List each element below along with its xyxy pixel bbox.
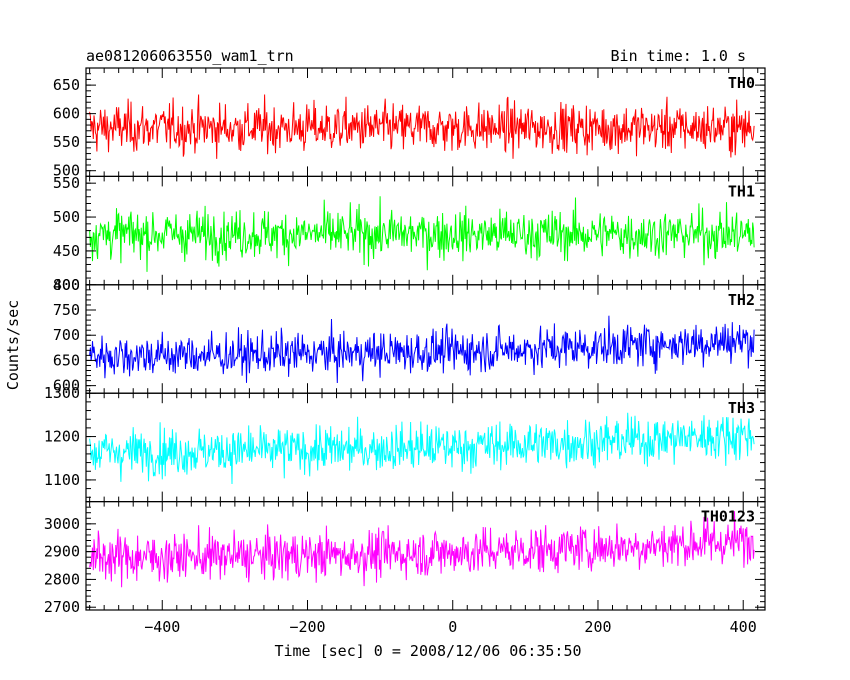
y-tick-label: 3000 bbox=[44, 515, 80, 533]
y-tick-label: 2700 bbox=[44, 598, 80, 616]
channel-label-TH3: TH3 bbox=[728, 399, 755, 417]
y-axis-label: Counts/sec bbox=[4, 300, 22, 390]
y-tick-label: 650 bbox=[53, 351, 80, 369]
y-tick-label: 650 bbox=[53, 76, 80, 94]
y-tick-label: 500 bbox=[53, 208, 80, 226]
x-tick-label: 200 bbox=[584, 618, 611, 636]
y-tick-label: 2800 bbox=[44, 570, 80, 588]
y-tick-label: 600 bbox=[53, 377, 80, 395]
series-line-TH1 bbox=[89, 196, 755, 272]
y-tick-label: 400 bbox=[53, 276, 80, 294]
channel-label-TH0123: TH0123 bbox=[701, 508, 755, 526]
y-tick-label: 700 bbox=[53, 326, 80, 344]
channel-label-TH1: TH1 bbox=[728, 182, 755, 200]
y-tick-label: 550 bbox=[53, 133, 80, 151]
y-tick-label: 550 bbox=[53, 174, 80, 192]
x-axis-label: Time [sec] 0 = 2008/12/06 06:35:50 bbox=[274, 642, 581, 660]
series-line-TH2 bbox=[89, 315, 755, 384]
series-line-TH3 bbox=[89, 412, 755, 485]
y-tick-label: 800 bbox=[53, 276, 80, 294]
y-tick-label: 2900 bbox=[44, 543, 80, 561]
y-tick-label: 450 bbox=[53, 242, 80, 260]
x-tick-label: −400 bbox=[144, 618, 180, 636]
y-tick-label: 500 bbox=[53, 162, 80, 180]
panel-frame-TH0123 bbox=[85, 501, 766, 611]
y-tick-label: 600 bbox=[53, 105, 80, 123]
x-tick-label: −200 bbox=[289, 618, 325, 636]
y-tick-label: 1300 bbox=[44, 384, 80, 402]
y-tick-label: 750 bbox=[53, 301, 80, 319]
channel-label-TH2: TH2 bbox=[728, 291, 755, 309]
y-tick-label: 1100 bbox=[44, 471, 80, 489]
series-line-TH0123 bbox=[89, 511, 755, 588]
bin-time-label: Bin time: 1.0 s bbox=[611, 47, 746, 65]
x-tick-label: 400 bbox=[730, 618, 757, 636]
y-tick-label: 1200 bbox=[44, 428, 80, 446]
series-line-TH0 bbox=[89, 94, 755, 159]
x-tick-label: 0 bbox=[448, 618, 457, 636]
channel-label-TH0: TH0 bbox=[728, 74, 755, 92]
chart-title: ae081206063550_wam1_trn bbox=[86, 47, 294, 65]
